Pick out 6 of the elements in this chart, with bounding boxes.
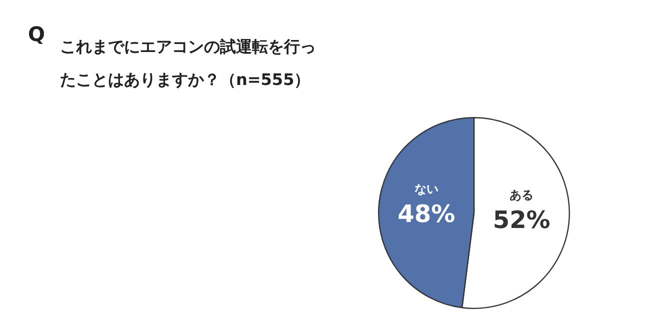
slice-label: ない — [414, 182, 438, 196]
text: Q — [28, 22, 46, 46]
slice-label: ある — [510, 188, 534, 202]
text: これまでにエアコンの試運転を行ったことはありますか？（n=555） — [60, 36, 317, 91]
data-label: 48% — [398, 200, 456, 228]
data-label: 52% — [492, 206, 550, 234]
